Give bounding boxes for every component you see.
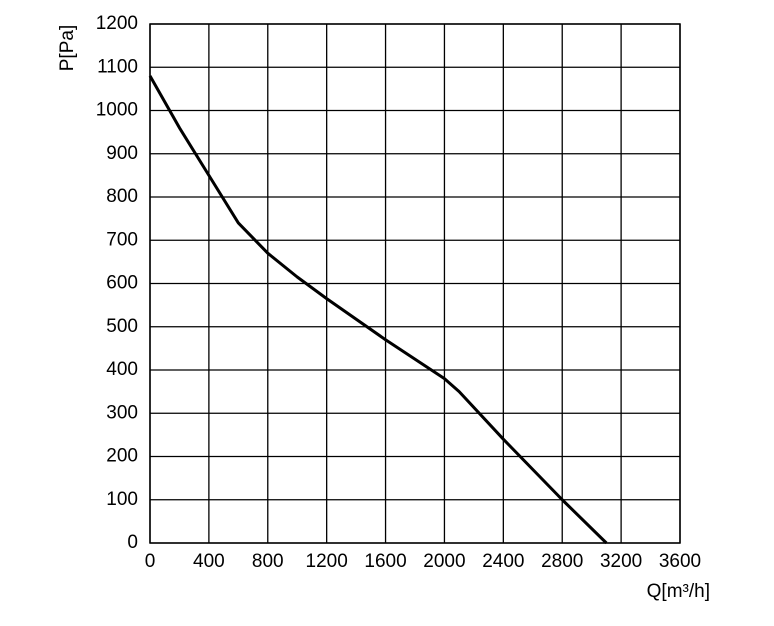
x-tick-label: 3600 — [659, 551, 701, 572]
x-axis-title: Q[m³/h] — [647, 581, 710, 602]
x-tick-label: 400 — [193, 551, 225, 572]
y-tick-label: 500 — [106, 316, 138, 337]
curve — [148, 75, 608, 545]
y-tick-label: 400 — [106, 359, 138, 380]
x-tick-label: 2400 — [482, 551, 524, 572]
y-tick-label: 1000 — [96, 100, 138, 121]
x-tick-label: 1200 — [306, 551, 348, 572]
y-tick-label: 300 — [106, 402, 138, 423]
x-tick-label: 2800 — [541, 551, 583, 572]
x-tick-label: 2000 — [423, 551, 465, 572]
x-tick-label: 1600 — [364, 551, 406, 572]
x-tick-label: 3200 — [600, 551, 642, 572]
y-tick-label: 700 — [106, 229, 138, 250]
y-tick-label: 1100 — [97, 56, 138, 77]
y-tick-label: 900 — [106, 143, 138, 164]
y-tick-label: 1200 — [96, 13, 138, 34]
y-tick-label: 100 — [106, 489, 138, 510]
y-tick-label: 200 — [106, 446, 138, 467]
y-tick-label: 800 — [106, 186, 138, 207]
y-tick-label: 600 — [106, 273, 138, 294]
y-tick-label: 0 — [127, 532, 138, 553]
x-tick-label: 800 — [252, 551, 284, 572]
y-axis-title: P[Pa] — [57, 25, 78, 71]
plot-border — [149, 23, 681, 544]
x-tick-label: 0 — [145, 551, 156, 572]
